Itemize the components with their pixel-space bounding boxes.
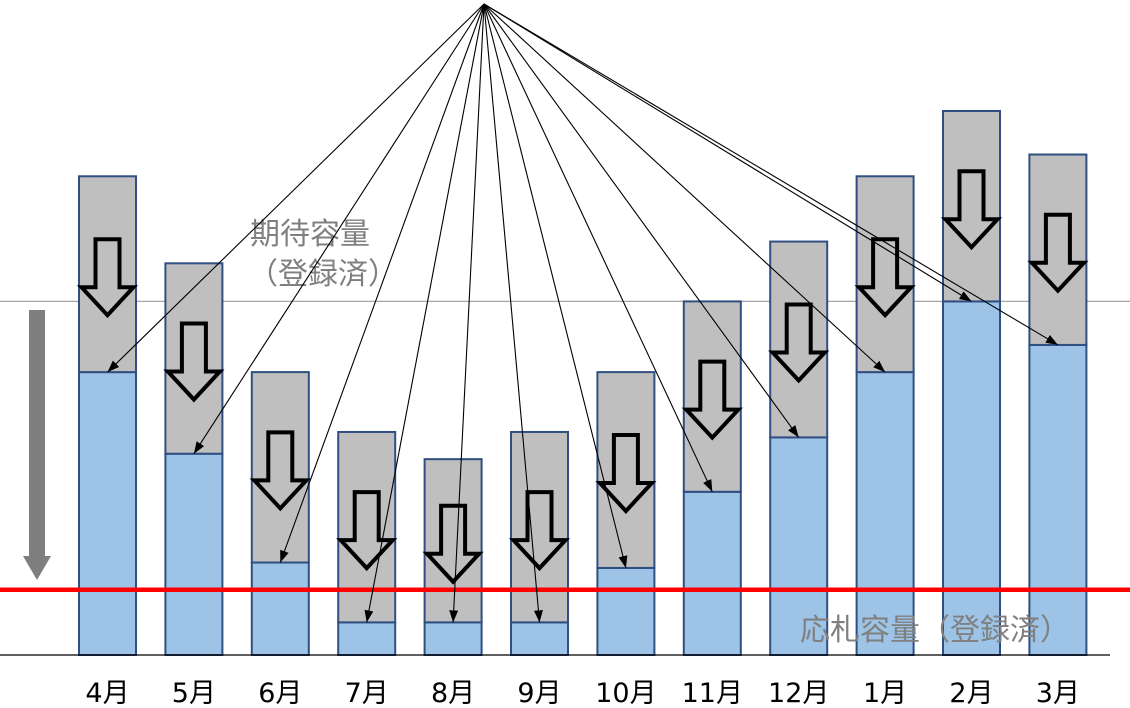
- down-arrow-icon: [249, 430, 311, 512]
- down-arrow-icon: [854, 237, 916, 319]
- leader-line: [483, 3, 886, 373]
- leader-line: [483, 3, 972, 302]
- down-arrow-icon: [681, 359, 743, 441]
- leader-line: [449, 3, 485, 623]
- month-label: 6月: [258, 678, 302, 708]
- annotations: 期待容量 （登録済） 応札容量（登録済）: [248, 217, 1070, 648]
- down-arrow-icon: [940, 169, 1003, 251]
- bar-upper-segment: [596, 371, 656, 569]
- down-arrow-icon: [163, 321, 225, 403]
- bar-lower-segment: [250, 561, 310, 657]
- bid-capacity-label: 応札容量（登録済）: [800, 613, 1070, 648]
- bar-lower-segment: [596, 566, 656, 657]
- month-label: 5月: [172, 678, 216, 708]
- leader-line: [364, 3, 485, 623]
- down-arrow-icon: [1027, 212, 1089, 294]
- bar-lower-segment: [337, 621, 397, 656]
- bar-lower-segment: [1028, 343, 1088, 656]
- bar-upper-segment: [769, 240, 829, 439]
- bar-upper-segment: [337, 430, 397, 624]
- month-label: 10月: [595, 678, 656, 708]
- month-label: 11月: [682, 678, 743, 708]
- leader-line: [193, 3, 485, 455]
- down-arrow-icon: [76, 237, 139, 319]
- x-tick-labels: 4月 5月 6月 7月 8月 9月 10月 11月 12月 1月 2月 3月: [85, 678, 1080, 708]
- leader-line: [483, 3, 1059, 346]
- bar-upper-segment: [942, 110, 1001, 303]
- bars: [78, 110, 1088, 657]
- bar-upper-segment: [250, 371, 310, 564]
- bar-lower-segment: [682, 490, 742, 656]
- leader-line: [483, 3, 800, 438]
- bar-upper-segment: [423, 458, 483, 624]
- leader-lines: [107, 3, 1059, 623]
- bar-upper-segment: [1028, 153, 1088, 346]
- bar-upper-segment: [855, 175, 915, 374]
- leader-line: [483, 3, 628, 569]
- bar-lower-segment: [942, 300, 1001, 656]
- bar-upper-segment: [78, 175, 137, 374]
- expected-capacity-label-line2: （登録済）: [248, 257, 398, 292]
- expected-capacity-label-line1: 期待容量: [250, 217, 370, 252]
- bar-upper-segment: [510, 430, 569, 624]
- leader-line: [483, 3, 543, 623]
- decrease-markers: [76, 169, 1089, 585]
- decrease-arrow-icon: [23, 310, 51, 580]
- bar-lower-segment: [164, 452, 224, 656]
- bar-upper-segment: [682, 300, 742, 493]
- bar-lower-segment: [510, 621, 569, 656]
- down-arrow-icon: [768, 302, 830, 384]
- down-arrow-icon: [508, 490, 571, 572]
- month-label: 2月: [949, 678, 993, 708]
- month-label: 8月: [431, 678, 475, 708]
- month-label: 4月: [85, 678, 129, 708]
- bar-lower-segment: [423, 621, 483, 656]
- down-arrow-icon: [422, 503, 484, 585]
- bar-lower-segment: [78, 371, 137, 656]
- month-label: 3月: [1036, 678, 1080, 708]
- month-label: 12月: [768, 678, 829, 708]
- month-label: 7月: [345, 678, 389, 708]
- down-arrow-icon: [595, 433, 657, 514]
- month-label: 9月: [517, 678, 561, 708]
- leader-line: [279, 3, 485, 563]
- month-label: 1月: [863, 678, 907, 708]
- leader-line: [483, 3, 713, 493]
- leader-line: [107, 3, 485, 373]
- bar-lower-segment: [855, 371, 915, 656]
- bar-upper-segment: [164, 262, 224, 455]
